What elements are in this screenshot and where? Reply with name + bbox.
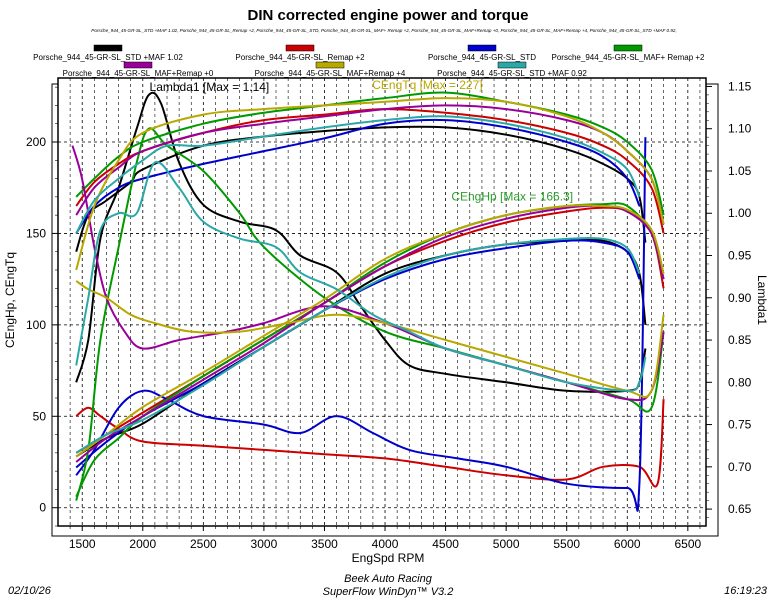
series-7-lambda-line <box>75 160 647 392</box>
annotation-label: CEngTq [Max = 227] <box>372 78 482 92</box>
x-tick-label: 5500 <box>553 537 580 551</box>
footer-company: Beek Auto Racing <box>344 573 433 585</box>
x-tick-label: 6000 <box>614 537 641 551</box>
x-tick-label: 2500 <box>190 537 217 551</box>
y-tick-label: 50 <box>33 409 47 423</box>
series-3-lambda-line <box>75 137 647 512</box>
series-4-power-line <box>75 202 665 498</box>
legend-entry: Porsche_944_45-GR-SL_MAF+Remap +4 <box>255 69 406 78</box>
x-tick-label: 4500 <box>432 537 459 551</box>
y2-tick-label: 0.90 <box>728 291 752 305</box>
annotations: Lambda1 [Max = 1.14] CEngTq [Max = 227] CE… <box>150 78 574 204</box>
series-5-power-line <box>75 204 665 463</box>
x-tick-label: 6500 <box>674 537 701 551</box>
y2-tick-label: 0.85 <box>728 333 752 347</box>
x-tick-label: 3500 <box>311 537 338 551</box>
series-7-power-line <box>75 237 641 454</box>
y2-tick-label: 0.80 <box>728 375 752 389</box>
legend-swatch <box>613 44 643 52</box>
y2-tick-label: 1.10 <box>728 122 752 136</box>
series-6-torque-line <box>75 97 665 271</box>
footer-time: 16:19:23 <box>724 585 768 597</box>
y2-tick-label: 1.00 <box>728 206 752 220</box>
plot-area <box>57 77 707 527</box>
chart-title: DIN corrected engine power and torque <box>248 7 529 24</box>
legend-entry: Porsche_944_45-GR-SL_MAF+ Remap +2 <box>552 53 706 62</box>
legend-swatch <box>315 61 345 69</box>
y2-tick-label: 0.75 <box>728 418 752 432</box>
legend-entry: Porsche_944_45-GR-SL_MAF+Remap +0 <box>63 69 214 78</box>
grid <box>58 78 706 526</box>
series-3-torque-line <box>75 118 641 234</box>
y-axis-right: 0.65 0.70 0.75 0.80 0.85 0.90 0.95 1.00 1.05 1.10… <box>706 79 752 518</box>
legend-swatch <box>497 61 527 69</box>
x-tick-label: 4000 <box>372 537 399 551</box>
y2-tick-label: 0.65 <box>728 502 752 516</box>
footer-software: SuperFlow WinDyn™ V3.2 <box>323 586 454 598</box>
y-tick-label: 100 <box>26 318 46 332</box>
annotation-label: CEngHp [Max = 166.3] <box>451 190 573 204</box>
legend-swatch <box>285 44 315 52</box>
series-6-lambda-line <box>75 280 665 399</box>
y-axis-left: 0 50 100 150 200 <box>26 86 58 527</box>
chart-subtitle: Porsche_944_45-GR-SL_STD +MAF 1.02, Pors… <box>91 28 676 33</box>
x-tick-label: 1500 <box>69 537 96 551</box>
legend: Porsche_944_45-GR-SL_STD +MAF 1.02 Porsch… <box>33 44 706 78</box>
x-tick-label: 2000 <box>129 537 156 551</box>
y-axis-label: CEngHp, CEngTq <box>3 252 17 348</box>
annotation-label: Lambda1 [Max = 1.14] <box>150 80 270 94</box>
footer-date: 02/10/26 <box>8 585 52 597</box>
legend-swatch <box>123 61 153 69</box>
legend-entry: Porsche_944_45-GR-SL_Remap +2 <box>235 53 365 62</box>
series-1-torque-line <box>75 125 647 253</box>
y-tick-label: 200 <box>26 135 46 149</box>
series-5-lambda-line <box>71 145 665 402</box>
y-tick-label: 0 <box>39 501 46 515</box>
legend-entry: Porsche_944_45-GR-SL_STD +MAF 0.92 <box>437 69 587 78</box>
legend-swatch <box>467 44 497 52</box>
y-tick-label: 150 <box>26 226 46 240</box>
y2-axis-label: Lambda1 <box>755 275 769 325</box>
x-axis: 1500 2000 2500 3000 3500 4000 4500 5000 5500 6000… <box>69 526 702 551</box>
y2-tick-label: 0.95 <box>728 249 752 263</box>
x-axis-label: EngSpd RPM <box>352 551 425 565</box>
series-7-torque-line <box>75 115 641 234</box>
series-lines <box>71 91 665 512</box>
legend-entry: Porsche_944_45-GR-SL_STD +MAF 1.02 <box>33 53 183 62</box>
legend-entry: Porsche_944_45-GR-SL_STD <box>428 53 536 62</box>
y2-tick-label: 1.15 <box>728 79 752 93</box>
y2-tick-label: 1.05 <box>728 164 752 178</box>
x-tick-label: 3000 <box>251 537 278 551</box>
series-6-power-line <box>75 204 665 458</box>
y2-tick-label: 0.70 <box>728 460 752 474</box>
x-tick-label: 5000 <box>493 537 520 551</box>
legend-swatch <box>93 44 123 52</box>
